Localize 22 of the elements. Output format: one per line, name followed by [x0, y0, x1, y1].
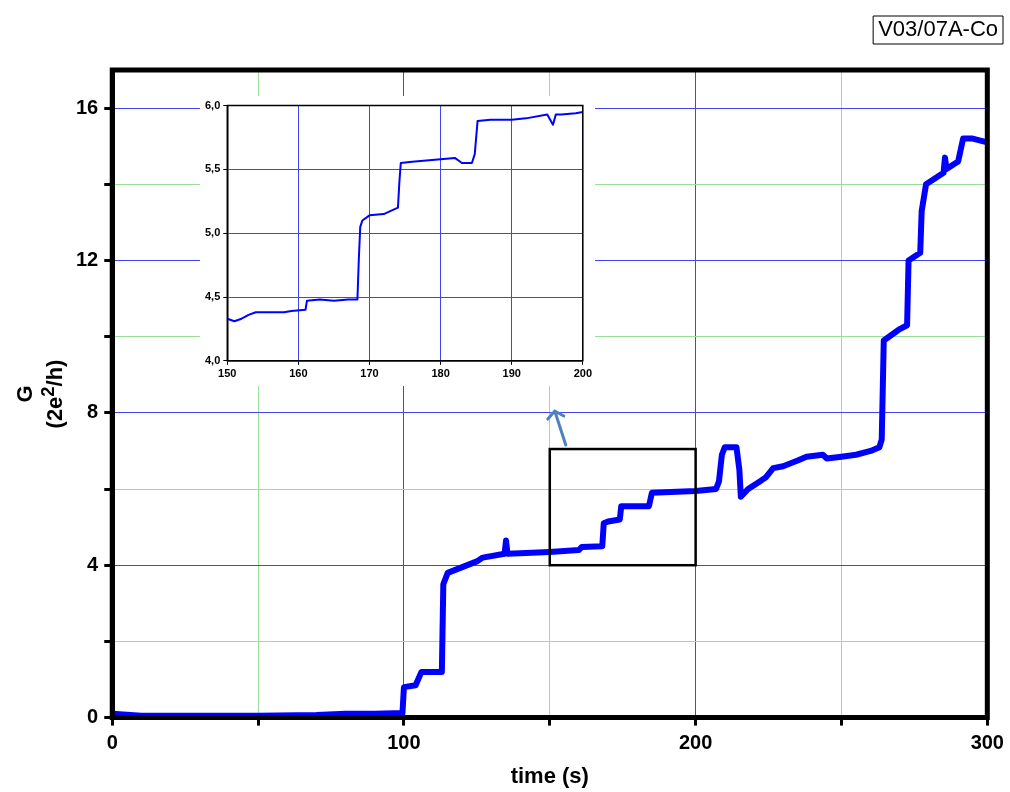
y-tick-label: 12: [76, 247, 99, 270]
x-axis-title: time (s): [510, 762, 589, 788]
y-tick-label: 5,0: [204, 226, 221, 239]
y-tick-label: 5,5: [204, 162, 221, 175]
x-tick-label: 160: [289, 367, 308, 380]
x-tick-label: 100: [387, 731, 421, 754]
x-tick-label: 150: [218, 367, 237, 380]
text: V03/07A-Co: [878, 16, 999, 42]
y-tick-label: 0: [87, 705, 99, 728]
x-tick-label: 170: [360, 367, 379, 380]
y-tick-label: 6,0: [204, 98, 221, 111]
y-tick-label: 4,0: [204, 353, 221, 366]
x-tick-label: 200: [573, 367, 592, 380]
x-tick-label: 180: [431, 367, 450, 380]
x-tick-label: 200: [678, 731, 713, 754]
x-tick-label: 0: [106, 731, 118, 754]
x-tick-label: 300: [970, 731, 1004, 754]
y-tick-label: 4: [87, 552, 100, 575]
y-tick-label: 16: [76, 95, 99, 118]
y-tick-label: 4,5: [204, 290, 221, 303]
y-tick-label: 8: [87, 400, 99, 423]
x-tick-label: 190: [502, 367, 521, 380]
